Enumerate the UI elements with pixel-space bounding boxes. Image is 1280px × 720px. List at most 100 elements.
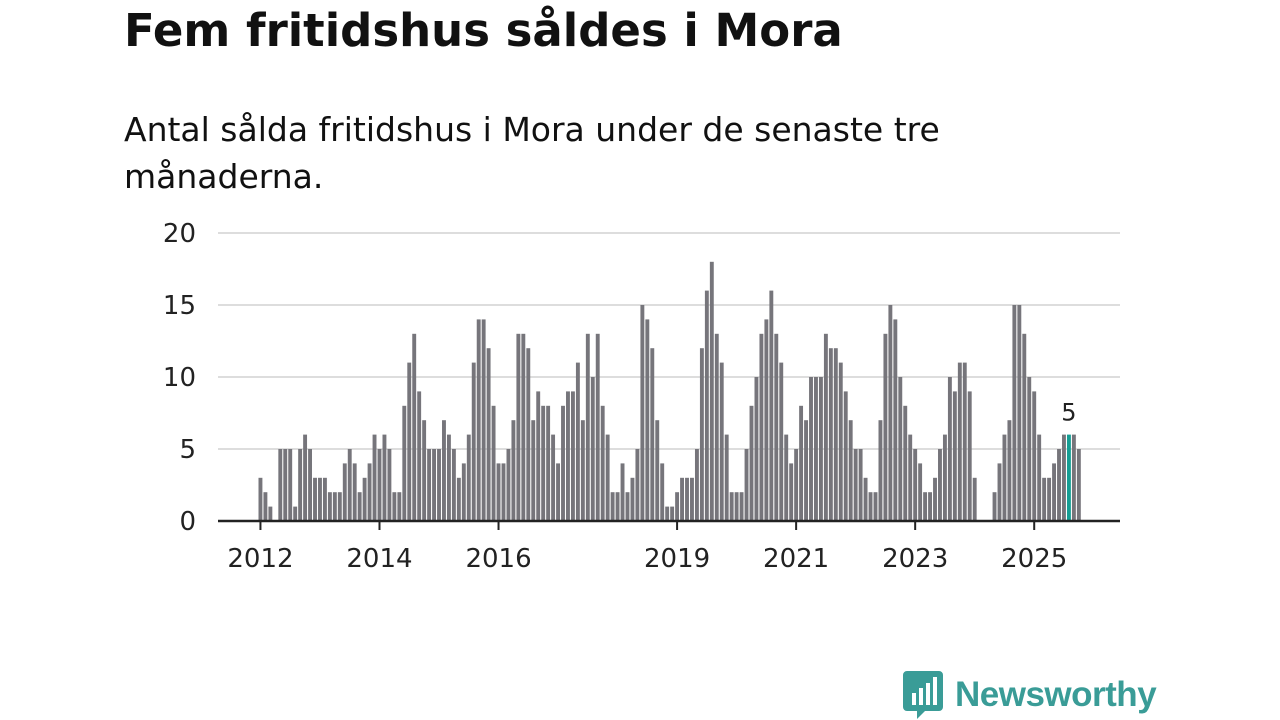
- bar: [754, 377, 759, 521]
- x-tick-label: 2019: [644, 544, 710, 574]
- bar: [640, 305, 645, 521]
- bar: [952, 391, 957, 521]
- bars: [258, 261, 1081, 521]
- bar: [878, 420, 883, 521]
- x-tick-label: 2025: [1001, 544, 1067, 574]
- bar: [1022, 333, 1027, 521]
- bar: [258, 477, 263, 521]
- bar: [1071, 434, 1076, 521]
- bar: [536, 391, 541, 521]
- bar: [610, 492, 615, 521]
- bar: [551, 434, 556, 521]
- bar: [670, 506, 675, 521]
- bar: [898, 377, 903, 521]
- bar: [506, 449, 511, 521]
- annotations: 5: [1061, 399, 1076, 427]
- bar: [660, 463, 665, 521]
- bar: [1027, 377, 1032, 521]
- bar: [635, 449, 640, 521]
- bar: [918, 463, 923, 521]
- newsworthy-logo: Newsworthy: [903, 670, 1157, 720]
- bar: [858, 449, 863, 521]
- bar: [387, 449, 392, 521]
- bar: [318, 477, 322, 521]
- bar: [422, 420, 427, 521]
- newsworthy-logo-icon: [903, 671, 943, 719]
- bar: [442, 420, 446, 521]
- bar: [407, 362, 412, 521]
- x-axis-tick-labels: 2012 2014 2016 2019 2021 2023 2025: [227, 544, 1067, 574]
- bar: [268, 506, 273, 521]
- bar: [794, 449, 799, 521]
- bar: [620, 463, 625, 521]
- bar: [337, 492, 342, 521]
- bar: [501, 463, 506, 521]
- bar: [466, 434, 471, 521]
- bar: [313, 477, 317, 521]
- gridlines: [218, 232, 1120, 450]
- x-tick-label: 2014: [346, 544, 412, 574]
- bar: [873, 492, 878, 521]
- bar: [714, 333, 719, 521]
- bar: [665, 506, 670, 521]
- bar: [675, 492, 680, 521]
- bar: [888, 305, 893, 521]
- bar: [605, 434, 610, 521]
- highlight-value-label: 5: [1061, 399, 1076, 427]
- x-tick-label: 2023: [882, 544, 948, 574]
- bar: [739, 492, 744, 521]
- bar: [957, 362, 962, 521]
- bar: [818, 377, 823, 521]
- bar: [521, 333, 526, 521]
- bar: [828, 348, 833, 521]
- y-tick-label: 20: [163, 219, 196, 249]
- bar: [585, 333, 590, 521]
- bar: [308, 449, 312, 521]
- bar-chart: 0 5 10 15 20 2012 2014 2016 2019 2021 2023 2025 5: [163, 219, 1120, 574]
- bar: [967, 391, 972, 521]
- y-axis-tick-labels: 0 5 10 15 20: [163, 219, 196, 537]
- bar: [784, 434, 789, 521]
- bar: [303, 434, 308, 521]
- bar: [476, 319, 481, 521]
- bar: [327, 492, 332, 521]
- bar: [848, 420, 853, 521]
- chart-subtitle: Antal sålda fritidshus i Mora under de s…: [124, 110, 940, 196]
- bar: [962, 362, 967, 521]
- bar: [322, 477, 327, 521]
- y-tick-label: 5: [179, 435, 196, 465]
- bar: [744, 449, 749, 521]
- bar: [432, 449, 436, 521]
- bar-highlight: [1066, 434, 1071, 521]
- bar: [263, 492, 268, 521]
- x-tick-label: 2021: [763, 544, 829, 574]
- bar: [699, 348, 704, 521]
- bar: [694, 449, 699, 521]
- bar: [709, 261, 714, 521]
- bar: [942, 434, 947, 521]
- bar: [1007, 420, 1012, 521]
- bar: [759, 333, 764, 521]
- bar: [838, 362, 843, 521]
- bar: [437, 449, 441, 521]
- bar: [446, 434, 451, 521]
- bar: [630, 477, 635, 521]
- bar: [526, 348, 531, 521]
- y-tick-label: 15: [163, 291, 196, 321]
- bar: [278, 449, 283, 521]
- bar: [928, 492, 932, 521]
- bar: [496, 463, 501, 521]
- bar: [997, 463, 1002, 521]
- bar: [814, 377, 818, 521]
- bar: [972, 477, 977, 521]
- bar: [789, 463, 794, 521]
- bar: [615, 492, 620, 521]
- bar: [556, 463, 560, 521]
- bar: [372, 434, 377, 521]
- bar: [580, 420, 585, 521]
- bar: [729, 492, 734, 521]
- bar: [1062, 434, 1066, 521]
- bar: [566, 391, 570, 521]
- bar: [992, 492, 997, 521]
- bar: [655, 420, 660, 521]
